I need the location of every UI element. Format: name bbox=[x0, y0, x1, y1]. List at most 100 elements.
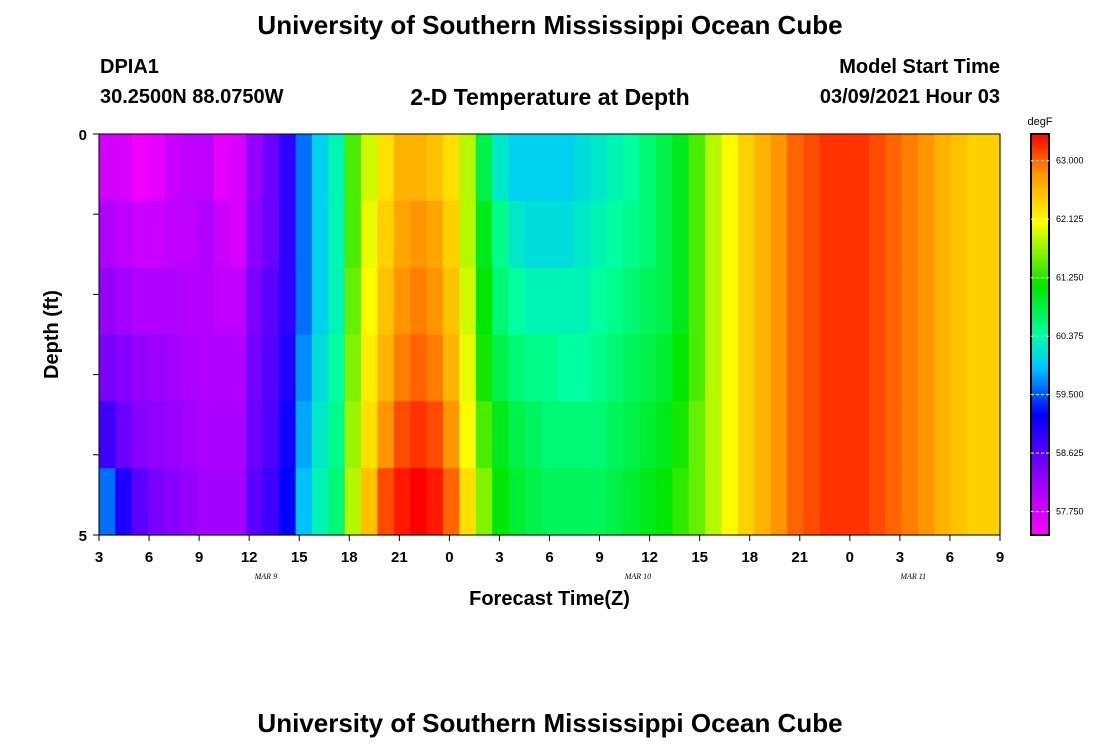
heatmap-cell bbox=[361, 200, 379, 269]
heatmap-cell bbox=[377, 134, 395, 202]
heatmap-cell bbox=[819, 267, 837, 336]
heatmap-cell bbox=[410, 401, 428, 469]
x-date-label: MAR 11 bbox=[899, 572, 926, 581]
heatmap-cell bbox=[459, 267, 477, 336]
heatmap-cell bbox=[803, 334, 821, 402]
heatmap-cell bbox=[852, 468, 870, 536]
heatmap-cell bbox=[754, 334, 772, 402]
heatmap-cell bbox=[541, 134, 559, 202]
model-start-value: 03/09/2021 Hour 03 bbox=[819, 86, 1000, 108]
heatmap-cell bbox=[230, 401, 248, 469]
heatmap-cell bbox=[754, 134, 772, 202]
heatmap-cell bbox=[639, 334, 657, 402]
heatmap-cell bbox=[279, 134, 297, 202]
heatmap-cell bbox=[672, 267, 690, 336]
heatmap-cell bbox=[295, 401, 313, 469]
heatmap-cell bbox=[328, 401, 346, 469]
heatmap-cell bbox=[508, 134, 526, 202]
heatmap-cell bbox=[541, 267, 559, 336]
page-title: University of Southern Mississippi Ocean… bbox=[257, 10, 843, 40]
colorbar-tick-label: 58.625 bbox=[1056, 448, 1084, 458]
station-id: DPIA1 bbox=[100, 56, 159, 78]
heatmap-cell bbox=[131, 134, 149, 202]
heatmap-cell bbox=[180, 267, 198, 336]
heatmap-cell bbox=[787, 334, 805, 402]
heatmap-cell bbox=[803, 200, 821, 269]
heatmap-cell bbox=[197, 401, 215, 469]
heatmap-cell bbox=[737, 401, 755, 469]
heatmap-cell bbox=[328, 134, 346, 202]
heatmap-cell bbox=[230, 134, 248, 202]
heatmap-cell bbox=[574, 200, 592, 269]
heatmap-cell bbox=[606, 334, 624, 402]
station-coordinates: 30.2500N 88.0750W bbox=[100, 86, 284, 108]
heatmap-cell bbox=[672, 334, 690, 402]
heatmap-cell bbox=[459, 401, 477, 469]
heatmap-cell bbox=[262, 134, 280, 202]
heatmap-cell bbox=[688, 134, 706, 202]
heatmap-cell bbox=[950, 200, 968, 269]
colorbar-unit: degF bbox=[1027, 116, 1052, 128]
heatmap-cell bbox=[737, 267, 755, 336]
heatmap-cell bbox=[623, 134, 641, 202]
x-tick-label: 21 bbox=[791, 549, 808, 566]
heatmap-cell bbox=[426, 200, 444, 269]
heatmap-cell bbox=[377, 334, 395, 402]
heatmap-cell bbox=[836, 468, 854, 536]
heatmap-cell bbox=[803, 468, 821, 536]
heatmap-cell bbox=[623, 267, 641, 336]
heatmap-cell bbox=[606, 267, 624, 336]
heatmap-cell bbox=[524, 134, 542, 202]
heatmap-cell bbox=[770, 134, 788, 202]
heatmap-cell bbox=[311, 134, 329, 202]
heatmap-cell bbox=[508, 267, 526, 336]
heatmap-cell bbox=[148, 334, 166, 402]
heatmap-cell bbox=[262, 267, 280, 336]
heatmap-cell bbox=[836, 267, 854, 336]
heatmap-cell bbox=[787, 401, 805, 469]
heatmap-cell bbox=[852, 200, 870, 269]
heatmap-cell bbox=[557, 134, 575, 202]
x-tick-label: 9 bbox=[195, 549, 203, 566]
heatmap-cell bbox=[279, 267, 297, 336]
heatmap-cell bbox=[459, 134, 477, 202]
heatmap-cell bbox=[99, 267, 116, 336]
heatmap-cell bbox=[230, 267, 248, 336]
heatmap-cell bbox=[197, 134, 215, 202]
heatmap-cell bbox=[787, 134, 805, 202]
heatmap-cell bbox=[164, 468, 182, 536]
heatmap-cell bbox=[459, 200, 477, 269]
heatmap-cell bbox=[606, 200, 624, 269]
heatmap-cell bbox=[459, 334, 477, 402]
heatmap-cell bbox=[590, 468, 608, 536]
heatmap-cell bbox=[524, 334, 542, 402]
heatmap-cell bbox=[836, 334, 854, 402]
heatmap-cell bbox=[967, 267, 985, 336]
footer-title: University of Southern Mississippi Ocean… bbox=[257, 708, 843, 738]
heatmap-cell bbox=[180, 134, 198, 202]
heatmap-cell bbox=[754, 267, 772, 336]
heatmap-cell bbox=[443, 468, 460, 536]
x-tick-label: 21 bbox=[391, 549, 408, 566]
heatmap-cell bbox=[279, 401, 297, 469]
heatmap-cell bbox=[541, 401, 559, 469]
heatmap-cell bbox=[164, 267, 182, 336]
heatmap-cell bbox=[983, 267, 1001, 336]
heatmap-cell bbox=[115, 468, 133, 536]
heatmap-cell bbox=[541, 200, 559, 269]
heatmap-cell bbox=[852, 267, 870, 336]
heatmap-cell bbox=[213, 134, 231, 202]
heatmap-cell bbox=[492, 134, 510, 202]
heatmap-cell bbox=[443, 200, 460, 269]
heatmap-cell bbox=[377, 401, 395, 469]
heatmap-cell bbox=[361, 334, 379, 402]
heatmap-cell bbox=[934, 334, 952, 402]
heatmap-cell bbox=[328, 468, 346, 536]
heatmap-cell bbox=[99, 468, 116, 536]
heatmap-cell bbox=[967, 468, 985, 536]
x-tick-label: 6 bbox=[946, 549, 954, 566]
heatmap-cell bbox=[262, 200, 280, 269]
heatmap-cell bbox=[688, 468, 706, 536]
heatmap-cell bbox=[344, 334, 362, 402]
heatmap-cell bbox=[983, 468, 1001, 536]
